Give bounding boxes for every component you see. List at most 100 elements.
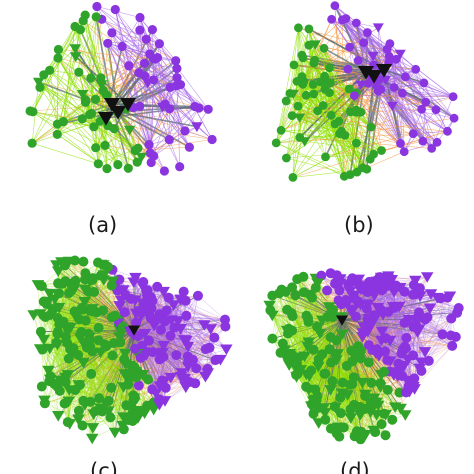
circle-node	[94, 393, 105, 404]
circle-node	[183, 357, 194, 368]
circle-node	[377, 146, 386, 155]
edge	[289, 55, 303, 94]
edge	[323, 47, 367, 73]
circle-node	[408, 129, 418, 139]
edge	[100, 63, 145, 79]
edge	[86, 347, 124, 418]
edge	[31, 72, 80, 144]
triangle-node	[355, 80, 367, 90]
circle-node	[432, 137, 442, 147]
circle-node	[53, 53, 63, 63]
circle-node	[84, 286, 95, 297]
circle-node	[330, 1, 340, 11]
edge	[95, 147, 138, 163]
panel-b	[271, 1, 459, 182]
edge	[301, 55, 345, 177]
circle-node	[76, 302, 87, 313]
circle-node	[319, 43, 329, 53]
triangle-node	[123, 125, 136, 136]
triangle-node	[142, 78, 154, 89]
edge	[280, 88, 378, 131]
edge	[163, 322, 182, 377]
circle-node	[51, 337, 62, 348]
circle-node	[209, 332, 220, 343]
circle-node	[52, 129, 62, 139]
circle-node	[376, 84, 386, 94]
circle-node	[172, 73, 182, 83]
edge	[61, 261, 97, 313]
circle-node	[90, 406, 101, 417]
circle-node	[350, 91, 359, 100]
circle-node	[93, 159, 103, 169]
edge	[43, 74, 58, 125]
circle-node	[304, 40, 314, 50]
panel-c	[27, 255, 233, 445]
edge	[119, 305, 194, 361]
circle-node	[80, 315, 91, 326]
edge	[74, 26, 96, 100]
edge	[107, 107, 200, 126]
circle-node	[351, 105, 361, 115]
triangle-node	[85, 433, 99, 445]
edge	[42, 279, 86, 350]
circle-node	[190, 101, 200, 112]
edge	[275, 27, 299, 143]
circle-node	[89, 122, 99, 132]
edge	[187, 337, 215, 357]
triangle-node	[69, 44, 81, 55]
circle-node	[163, 292, 174, 303]
edge	[96, 6, 156, 60]
circle-node	[359, 38, 369, 47]
edge	[297, 44, 316, 107]
circle-node	[334, 116, 344, 126]
triangle-node	[32, 77, 45, 88]
circle-node	[53, 44, 64, 55]
circle-node	[418, 136, 428, 146]
edge	[325, 133, 414, 158]
circle-node	[25, 106, 35, 116]
edge	[49, 348, 133, 422]
edge	[385, 79, 454, 97]
edge	[360, 84, 401, 144]
node-layer	[271, 1, 459, 182]
edge	[334, 92, 403, 125]
edge	[144, 75, 170, 140]
circle-node	[123, 163, 133, 173]
circle-node	[70, 21, 80, 32]
circle-node	[363, 28, 372, 37]
circle-node	[152, 53, 163, 63]
edge	[323, 48, 357, 111]
hub-triangle-node	[110, 106, 126, 120]
edge	[176, 77, 180, 167]
circle-node	[145, 313, 156, 324]
circle-node	[135, 12, 145, 23]
edge	[128, 129, 130, 169]
edge	[107, 43, 186, 132]
edge	[148, 106, 195, 145]
triangle-node	[135, 152, 148, 163]
triangle-node	[394, 49, 406, 60]
circle-node	[345, 42, 355, 52]
edge	[117, 111, 198, 128]
circle-node	[325, 63, 334, 73]
edge	[298, 27, 321, 83]
circle-node	[321, 152, 330, 162]
circle-node	[130, 343, 141, 354]
edge	[405, 76, 437, 110]
edge	[142, 285, 226, 327]
edge	[32, 111, 108, 169]
circle-node	[145, 148, 155, 158]
circle-node	[320, 71, 329, 81]
circle-node	[180, 295, 191, 306]
edge	[57, 118, 83, 135]
circle-node	[49, 378, 60, 389]
edge	[157, 57, 166, 105]
circle-node	[396, 139, 405, 148]
edge	[157, 57, 186, 132]
edge	[107, 32, 113, 126]
edge	[121, 46, 177, 87]
edge	[146, 39, 200, 109]
circle-node	[327, 14, 336, 24]
triangle-node	[76, 90, 89, 100]
circle-node	[132, 157, 142, 167]
